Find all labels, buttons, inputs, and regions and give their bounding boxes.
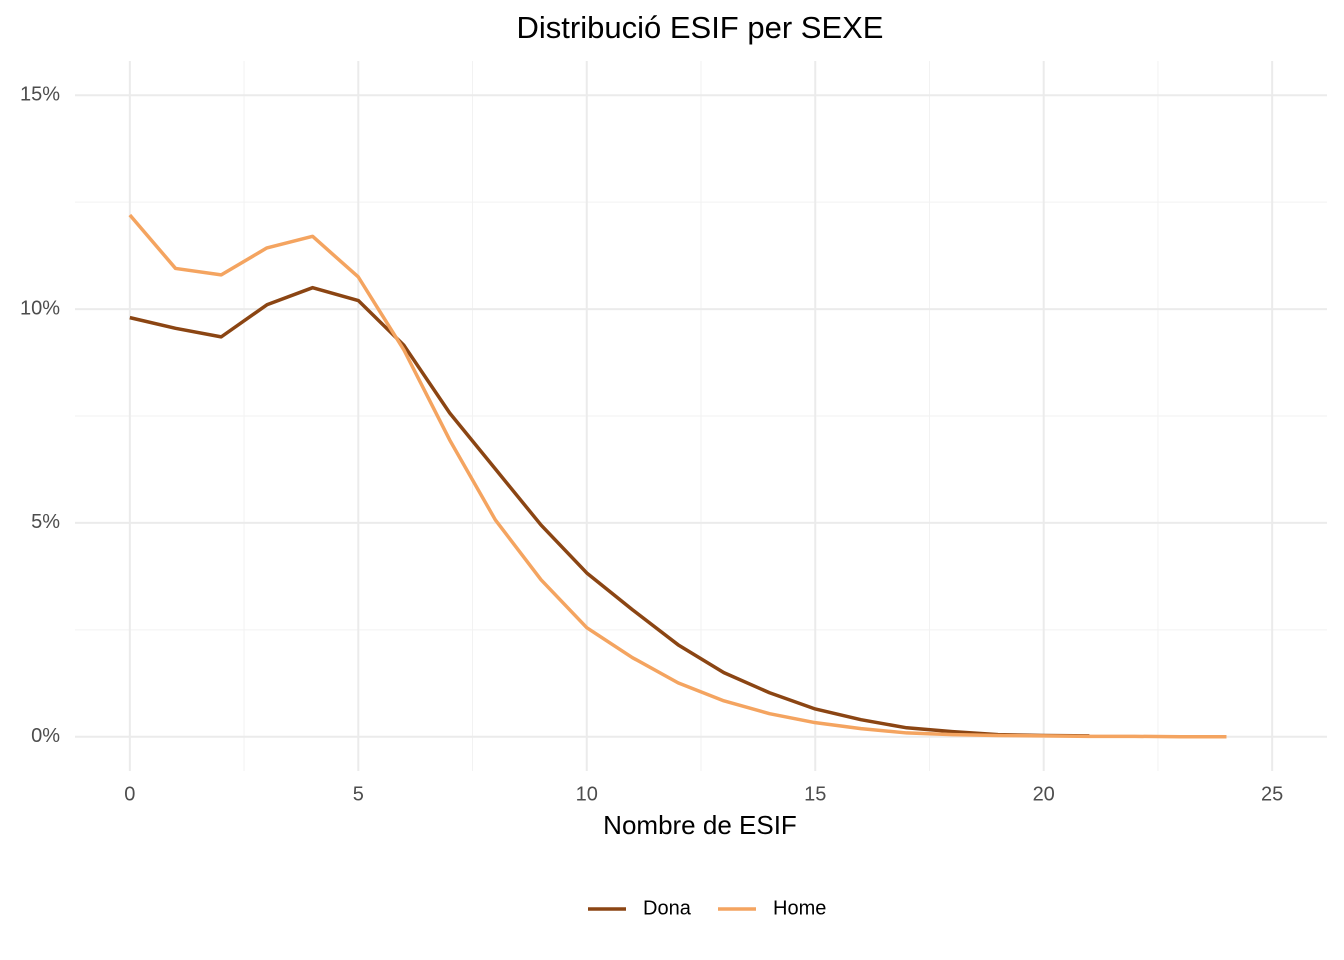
x-tick-label: 15	[804, 783, 826, 805]
x-tick-label: 20	[1033, 783, 1055, 805]
series-line	[129, 285, 1090, 738]
y-tick-label: 5%	[31, 511, 60, 533]
legend-label: Home	[773, 897, 826, 919]
x-tick-label: 25	[1261, 783, 1283, 805]
x-tick-label: 5	[353, 783, 364, 805]
series-line	[128, 213, 1227, 739]
chart-title: Distribució ESIF per SEXE	[517, 10, 884, 45]
x-tick-label: 10	[576, 783, 598, 805]
x-axis-label: Nombre de ESIF	[603, 810, 797, 840]
legend-label: Dona	[643, 897, 692, 919]
x-tick-label: 0	[124, 783, 135, 805]
y-tick-label: 15%	[20, 83, 60, 105]
y-tick-label: 0%	[31, 725, 60, 747]
y-tick-label: 10%	[20, 297, 60, 319]
